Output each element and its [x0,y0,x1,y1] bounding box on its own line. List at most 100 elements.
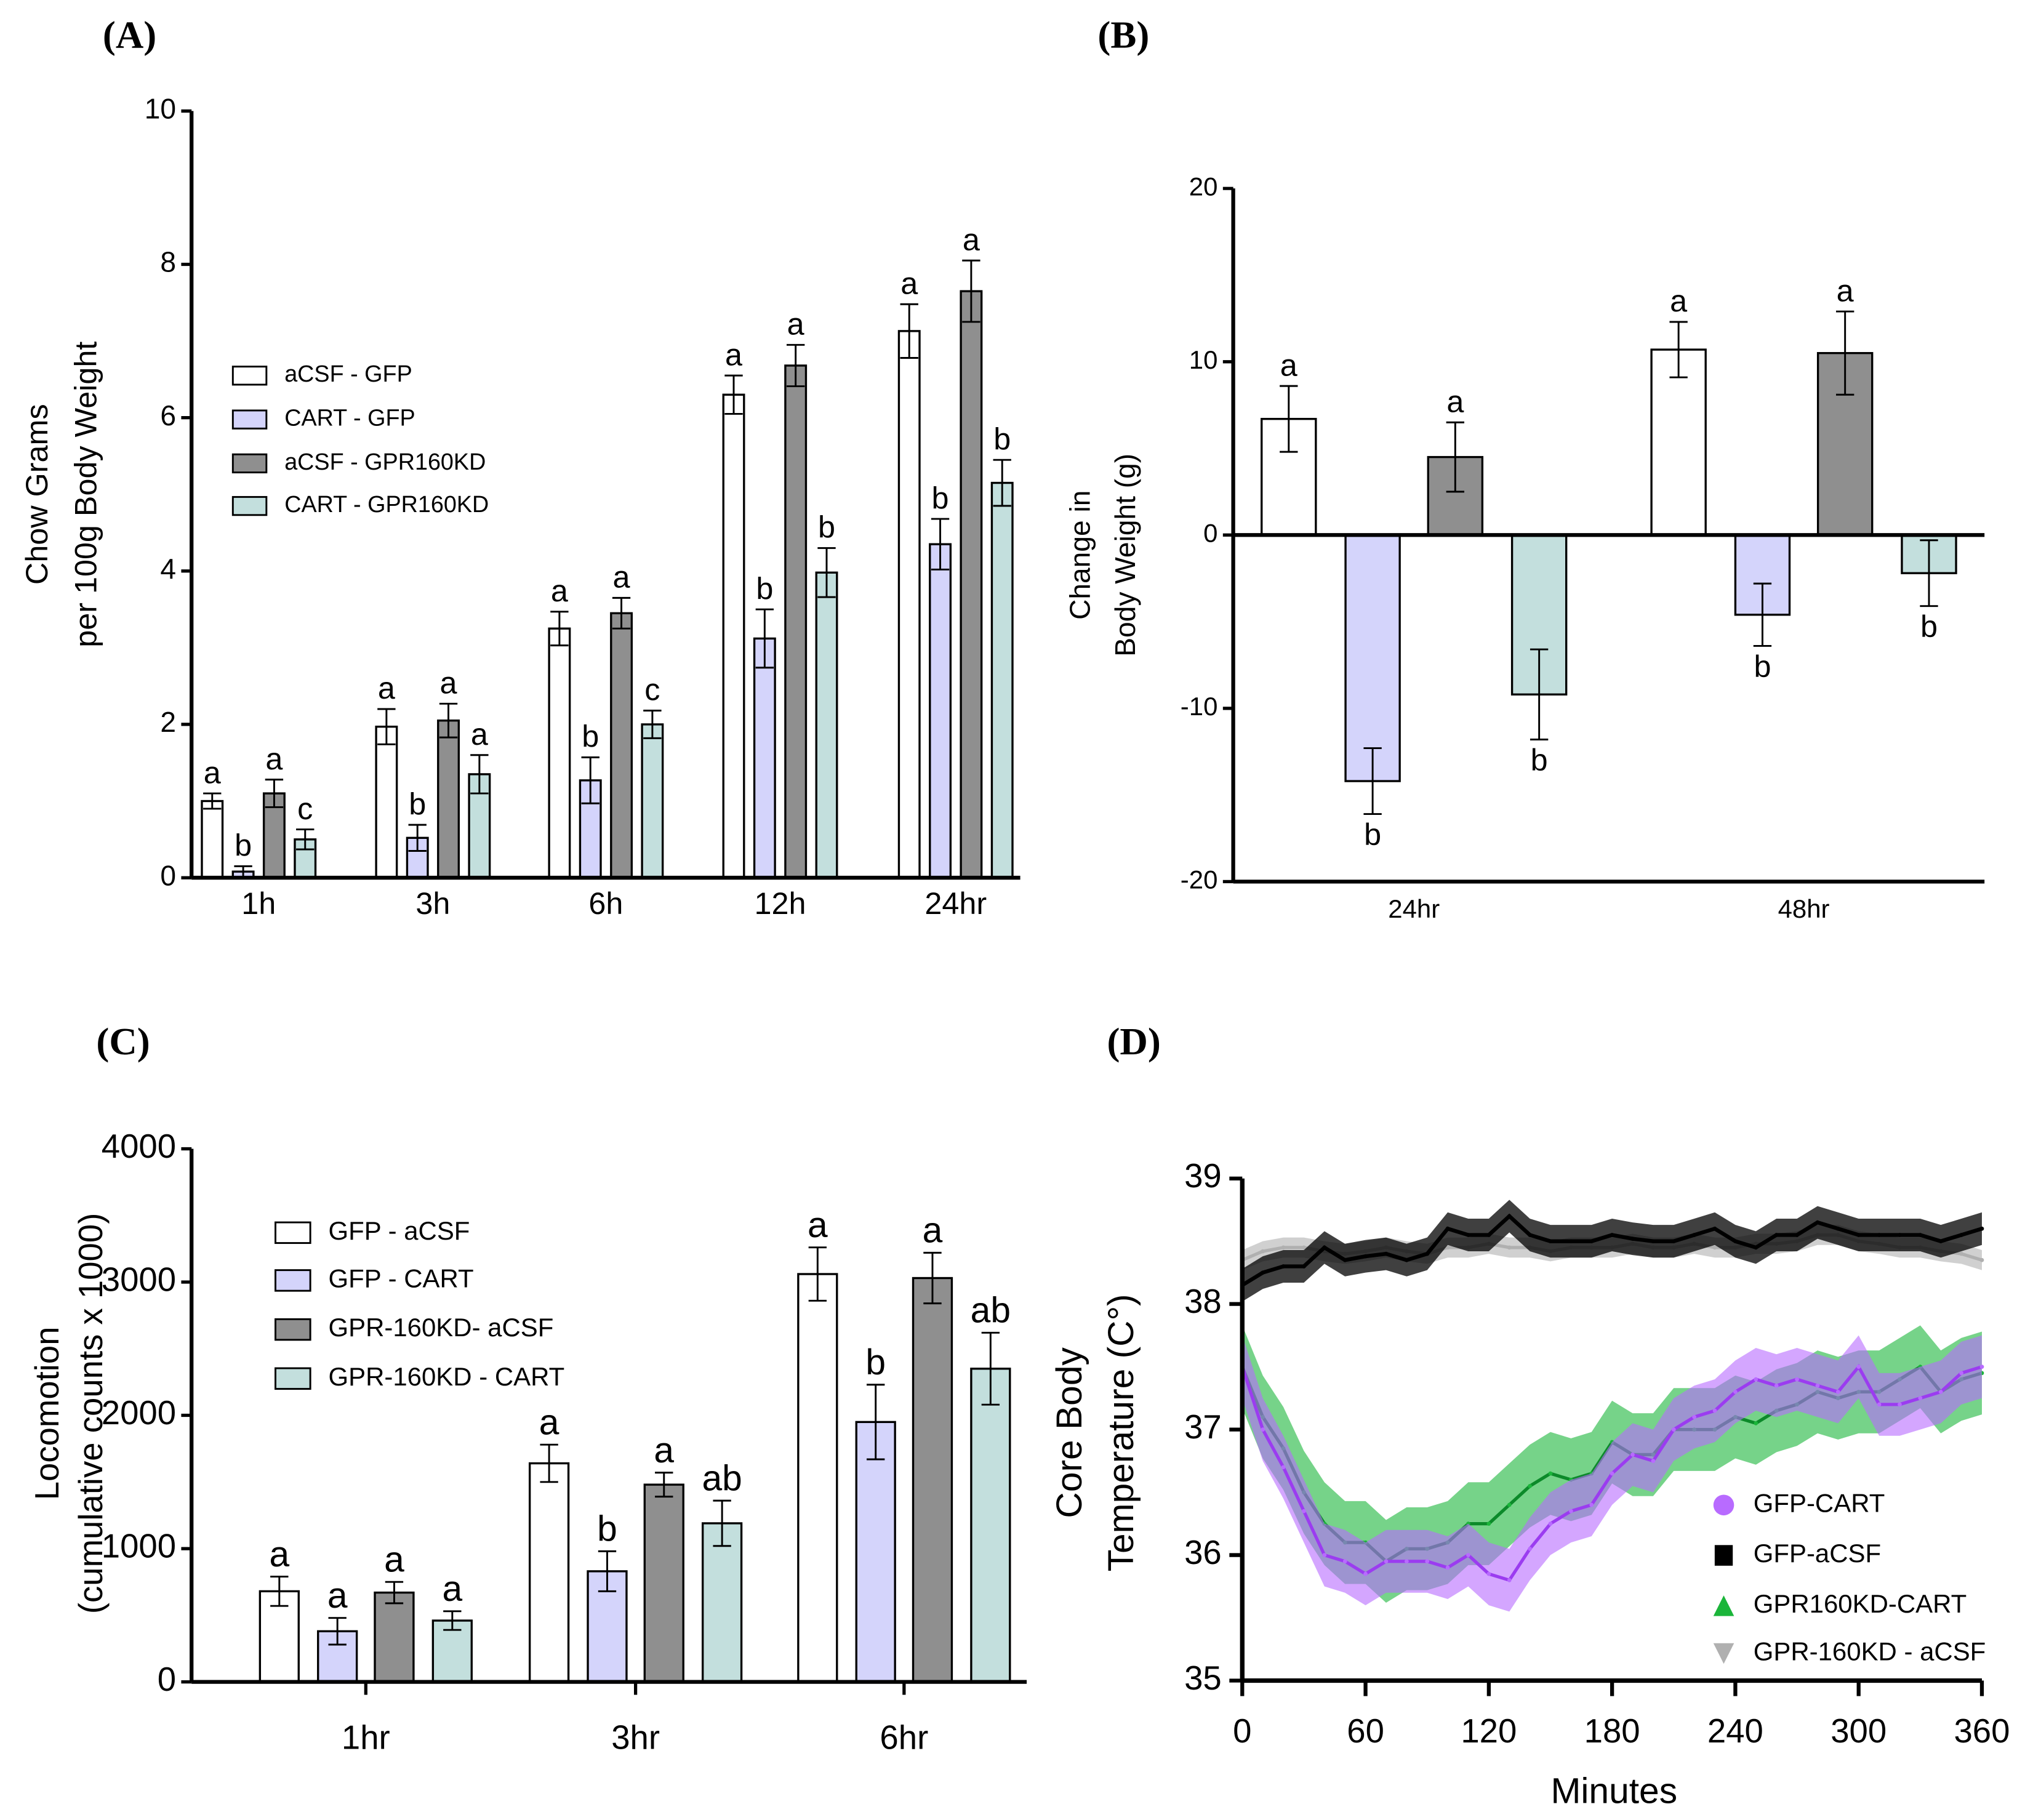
data-point [1754,1245,1758,1250]
legend-label: aCSF - GFP [284,361,412,387]
data-point [1445,1245,1450,1250]
legend-label: GPR-160KD - CART [329,1362,565,1391]
data-point [1404,1257,1409,1262]
legend-label: GFP - aCSF [329,1216,470,1245]
significance-letter: a [269,1534,289,1574]
x-tick-label: 0 [1233,1712,1251,1750]
data-point [1302,1509,1306,1513]
bar [960,290,983,879]
y-tick-label: 10 [1189,345,1218,374]
y-tick-label: 20 [1189,172,1218,201]
bar [643,1483,684,1683]
significance-letter: a [440,665,457,700]
bar [970,1368,1011,1683]
legend-label: GFP-aCSF [1754,1539,1881,1568]
data-point [1651,1239,1656,1244]
significance-letter: a [725,337,742,372]
data-point [1589,1502,1594,1507]
y-tick-label: 35 [1184,1659,1222,1697]
data-point [1651,1459,1656,1463]
data-point [1815,1220,1820,1225]
data-point [1363,1571,1368,1576]
bar [815,571,838,879]
data-point [1425,1251,1430,1256]
data-point [1486,1571,1491,1576]
y-axis-label: Body Weight (g) [1109,454,1141,657]
bar [753,637,776,879]
data-point [1466,1553,1470,1557]
y-tick-label: 2 [160,706,176,738]
data-point [1712,1245,1717,1250]
x-tick-label: 120 [1461,1712,1517,1750]
y-axis-label: Core Body [1049,1347,1089,1518]
panel-label: (C) [96,1020,150,1063]
panel-a: (A) Chow Grams per 100g Body Weight 0 2 4 6 8 10… [19,13,1021,921]
legend-label: GFP - CART [329,1264,474,1293]
bar [548,627,571,879]
data-point [1630,1453,1635,1457]
x-tick-label: 3hr [611,1719,660,1757]
bar [610,612,633,879]
data-point [1671,1239,1676,1244]
data-point [1856,1233,1861,1237]
data-point [1712,1226,1717,1231]
x-tick-label: 300 [1831,1712,1887,1750]
significance-letter: a [378,670,395,705]
data-point [1486,1233,1491,1237]
y-tick-label: 36 [1184,1534,1222,1571]
y-tick-label: -10 [1181,692,1218,721]
x-tick-label: 240 [1707,1712,1763,1750]
panel-d: (D) Core Body Temperature (C°) Minutes 35 36 3… [1049,1020,2010,1811]
panel-label: (D) [1107,1020,1160,1063]
y-axis-label: Change in [1064,491,1096,620]
significance-letter: b [756,571,773,606]
legend-label: GPR-160KD - aCSF [1754,1637,1986,1666]
data-point [1692,1414,1697,1419]
x-tick-label: 6hr [880,1719,928,1757]
x-tick-label: 48hr [1778,894,1830,923]
data-point [1528,1484,1532,1488]
legend-triangle-down-marker [1713,1643,1734,1664]
data-point [1445,1565,1450,1570]
significance-letter: a [442,1569,462,1609]
significance-letter: a [384,1539,404,1579]
data-point [1835,1226,1840,1231]
bar [375,725,398,879]
significance-letter: a [808,1205,828,1245]
data-point [1507,1245,1512,1250]
x-tick-label: 24hr [924,886,987,921]
data-point [1671,1427,1676,1432]
significance-letter: a [539,1402,559,1442]
bar [1344,534,1401,782]
legend-label: GPR-160KD- aCSF [329,1313,554,1342]
significance-letter: a [1446,383,1464,419]
x-tick-label: 1hr [342,1719,390,1757]
data-point [1404,1559,1409,1564]
bar [528,1462,570,1683]
significance-letter: a [654,1430,674,1470]
legend-swatch [231,495,268,516]
y-axis-label: Locomotion [28,1326,66,1500]
bar [702,1522,743,1683]
significance-letter: ab [702,1458,742,1498]
data-point [1507,1577,1512,1582]
significance-letter: b [932,480,949,515]
significance-letter: a [551,573,568,608]
panel-label: (B) [1097,13,1149,56]
significance-letter: b [235,828,252,863]
significance-letter: a [963,222,980,257]
data-point [1363,1254,1368,1259]
legend-label: GPR160KD-CART [1754,1589,1967,1618]
data-point [1342,1559,1347,1564]
data-point [1795,1233,1799,1237]
bar [374,1591,415,1683]
data-point [1754,1421,1758,1425]
legend-swatch [231,366,268,386]
data-point [1281,1245,1286,1250]
bar [722,393,745,879]
x-tick-label: 24hr [1388,894,1440,923]
y-tick-label: 0 [160,859,176,891]
significance-letter: b [409,786,426,821]
data-point [1898,1233,1902,1237]
bar [437,720,460,879]
